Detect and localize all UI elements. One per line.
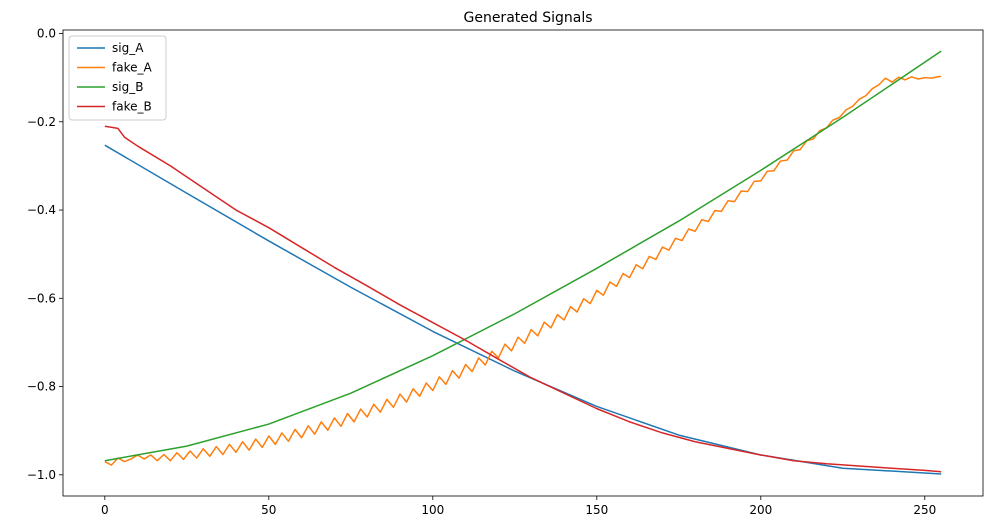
y-tick-label: −0.4 <box>27 203 56 217</box>
x-tick-label: 100 <box>421 503 444 517</box>
x-tick-label: 200 <box>749 503 772 517</box>
x-tick-label: 250 <box>913 503 936 517</box>
x-tick-label: 50 <box>261 503 276 517</box>
y-tick-label: −0.2 <box>27 115 56 129</box>
legend-box <box>68 35 167 121</box>
y-tick-label: −0.8 <box>27 380 56 394</box>
legend-label-sig_B: sig_B <box>112 80 143 94</box>
chart-title: Generated Signals <box>463 10 592 26</box>
series-line-fake_A <box>104 75 942 466</box>
series-line-fake_B <box>104 125 942 473</box>
plot-area: 0 50 100 150 200 250 −1.0 −0.8 −0.6 −0.4 −0.2 0.0 si… <box>27 27 984 517</box>
legend-label-sig_A: sig_A <box>112 41 144 55</box>
legend-label-fake_B: fake_B <box>112 100 152 114</box>
y-tick-label: 0.0 <box>37 27 56 41</box>
y-tick-label: −0.6 <box>27 291 56 305</box>
series-line-sig_B <box>104 50 942 462</box>
y-tick-label: −1.0 <box>27 468 56 482</box>
axes-frame <box>62 29 984 497</box>
legend-label-fake_A: fake_A <box>112 61 152 75</box>
x-tick-label: 0 <box>101 503 109 517</box>
x-tick-label: 150 <box>585 503 608 517</box>
